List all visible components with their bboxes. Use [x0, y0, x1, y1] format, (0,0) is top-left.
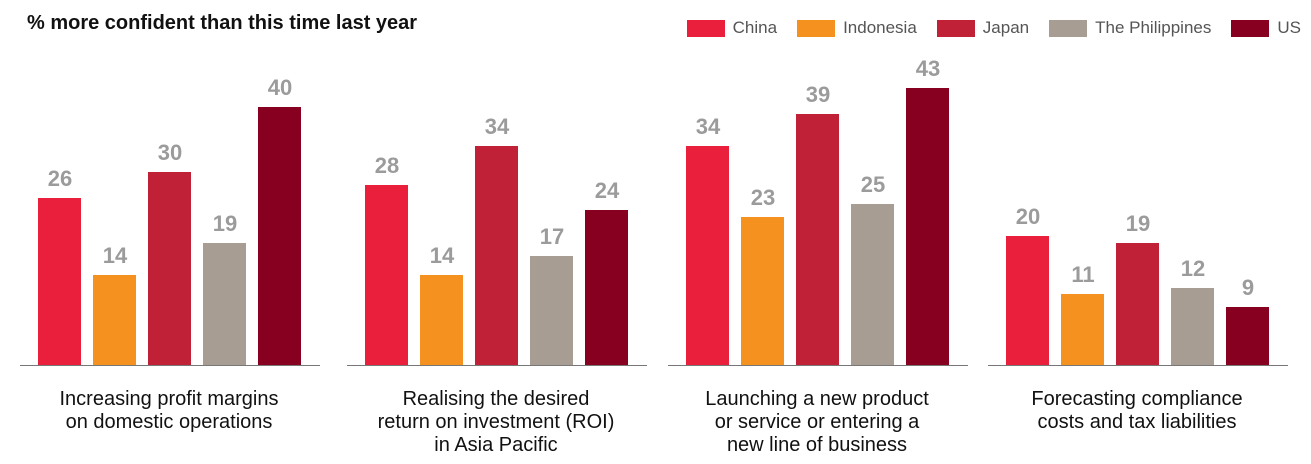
legend-label: China [732, 18, 778, 37]
legend-swatch [936, 19, 975, 37]
bar [1116, 242, 1159, 365]
bar [530, 255, 573, 365]
bar [203, 242, 246, 365]
baseline [988, 365, 1288, 366]
value-label: 30 [157, 139, 183, 165]
bar [851, 204, 894, 365]
value-label: 14 [429, 242, 455, 268]
value-label: 40 [267, 75, 293, 101]
bar [420, 274, 463, 365]
bar [475, 146, 518, 365]
legend-item: US [1231, 18, 1301, 38]
legend-swatch [1231, 19, 1270, 37]
baseline [347, 365, 647, 366]
chart-title: % more confident than this time last yea… [27, 12, 418, 34]
category-label: Realising the desired return on investme… [377, 388, 615, 456]
value-label: 24 [594, 178, 620, 204]
baseline [20, 365, 320, 366]
bar [906, 88, 949, 365]
value-label: 14 [102, 242, 128, 268]
bar [585, 210, 628, 365]
legend-swatch [1049, 19, 1088, 37]
category-label: Increasing profit margins on domestic op… [59, 388, 279, 433]
bar [1171, 287, 1214, 365]
value-label: 12 [1180, 255, 1206, 281]
value-label: 39 [805, 81, 831, 107]
value-label: 25 [860, 172, 886, 197]
value-label: 23 [750, 184, 776, 210]
legend-item: The Philippines [1049, 18, 1211, 38]
legend-item: Indonesia [797, 18, 917, 38]
value-label: 28 [374, 152, 400, 178]
bar [38, 197, 81, 365]
value-label: 43 [915, 56, 941, 82]
value-label: 9 [1241, 275, 1255, 301]
value-label: 34 [484, 114, 510, 140]
value-label: 19 [212, 210, 238, 236]
legend-label: The Philippines [1095, 18, 1212, 37]
legend: China Indonesia Japan The Philippines US [667, 18, 1301, 38]
bar [148, 171, 191, 365]
legend-swatch [686, 19, 725, 37]
legend-label: Indonesia [843, 18, 917, 37]
category-label: Forecasting compliance costs and tax lia… [1031, 388, 1243, 433]
bar [741, 216, 784, 365]
bar [365, 184, 408, 365]
bar [686, 146, 729, 365]
value-label: 34 [695, 114, 721, 140]
value-label: 20 [1015, 204, 1041, 230]
category-label: Launching a new product or service or en… [705, 388, 929, 456]
bar [93, 274, 136, 365]
legend-item: Japan [936, 18, 1030, 38]
legend-swatch [797, 19, 836, 37]
value-label: 26 [47, 165, 73, 191]
value-label: 11 [1071, 262, 1095, 288]
bar [1061, 294, 1104, 365]
bar [796, 113, 839, 365]
legend-label: Japan [982, 18, 1030, 37]
bar [1226, 307, 1269, 365]
bar [1006, 236, 1049, 365]
legend-item: China [686, 18, 778, 38]
baseline [668, 365, 968, 366]
value-label: 19 [1125, 210, 1151, 236]
legend-label: US [1277, 18, 1301, 37]
value-label: 17 [539, 223, 565, 249]
bar [258, 107, 301, 365]
